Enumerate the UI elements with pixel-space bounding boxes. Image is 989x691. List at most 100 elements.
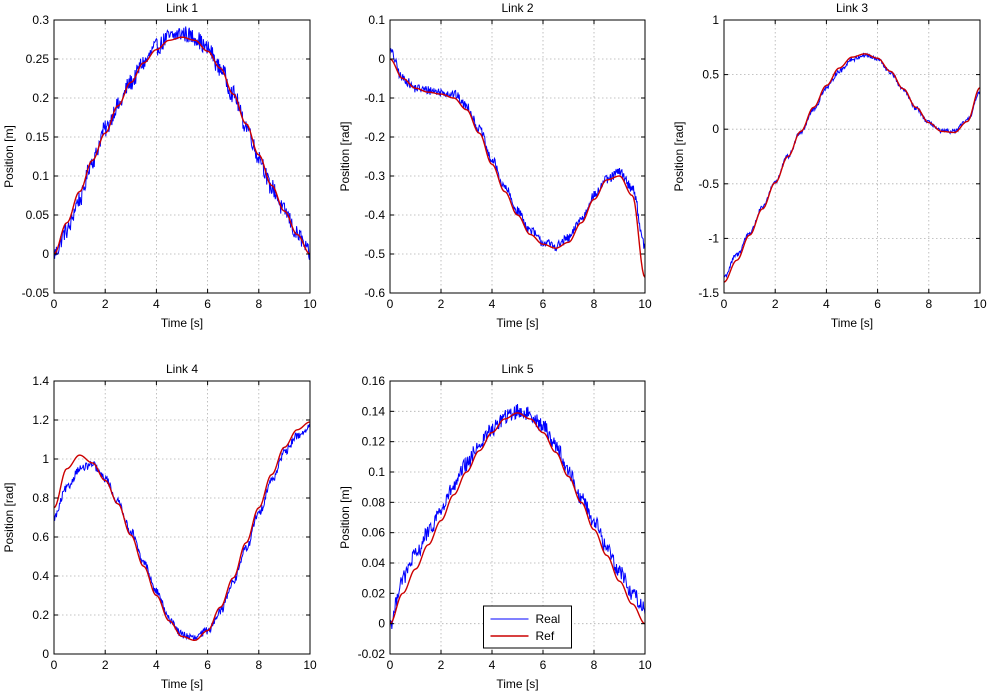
y-axis-label: Position [rad] <box>338 121 352 191</box>
y-tick-label: 0.08 <box>362 495 386 509</box>
series-line-ref <box>724 53 980 283</box>
y-tick-label: 0.4 <box>32 569 49 583</box>
x-tick-label: 0 <box>387 297 394 311</box>
plot-area <box>390 20 645 293</box>
y-tick-label: 0.25 <box>26 52 50 66</box>
subplot-2: 0 2 4 6 8 10 -0.6 -0.5 -0.4 -0.3 -0.2 -0.1 0 0.1 Link … <box>338 1 652 330</box>
y-tick-label: 0 <box>712 122 719 136</box>
y-tick-label: 1.2 <box>32 413 49 427</box>
y-tick-label: 0.14 <box>362 404 386 418</box>
y-tick-label: 0.1 <box>368 13 385 27</box>
x-tick-label: 8 <box>591 297 598 311</box>
y-tick-label: 0.2 <box>32 608 49 622</box>
x-tick-label: 4 <box>823 297 830 311</box>
x-axis-label: Time [s] <box>831 316 873 330</box>
y-tick-label: -0.5 <box>364 247 385 261</box>
x-tick-label: 6 <box>540 297 547 311</box>
x-tick-label: 4 <box>489 297 496 311</box>
y-tick-label: 0.5 <box>702 68 719 82</box>
series-line-real <box>54 423 310 642</box>
y-tick-label: -0.1 <box>364 91 385 105</box>
x-tick-label: 0 <box>387 658 394 672</box>
y-tick-label: -0.5 <box>698 177 719 191</box>
x-tick-label: 0 <box>51 297 58 311</box>
x-tick-label: 2 <box>438 658 445 672</box>
y-tick-label: 0 <box>378 52 385 66</box>
y-tick-label: 0.6 <box>32 530 49 544</box>
y-tick-label: -0.02 <box>358 647 386 661</box>
x-tick-label: 4 <box>153 658 160 672</box>
y-tick-label: 1.4 <box>32 374 49 388</box>
x-tick-label: 4 <box>153 297 160 311</box>
x-tick-label: 10 <box>973 297 987 311</box>
x-tick-label: 8 <box>591 658 598 672</box>
x-axis-label: Time [s] <box>161 677 203 691</box>
y-tick-label: 0 <box>42 647 49 661</box>
y-tick-label: 0.05 <box>26 208 50 222</box>
x-axis-label: Time [s] <box>496 677 538 691</box>
x-tick-label: 2 <box>772 297 779 311</box>
x-axis-label: Time [s] <box>161 316 203 330</box>
y-tick-label: 0.06 <box>362 526 386 540</box>
axes-box <box>389 380 646 655</box>
y-tick-label: 0 <box>42 247 49 261</box>
x-tick-label: 2 <box>102 297 109 311</box>
y-axis-label: Position [rad] <box>2 482 16 552</box>
y-tick-label: 0.1 <box>368 465 385 479</box>
x-tick-label: 10 <box>638 297 652 311</box>
x-tick-label: 0 <box>721 297 728 311</box>
y-tick-label: -0.6 <box>364 286 385 300</box>
x-tick-label: 6 <box>874 297 881 311</box>
x-tick-label: 2 <box>438 297 445 311</box>
chart-title: Link 4 <box>166 362 198 376</box>
y-tick-label: 0.02 <box>362 586 386 600</box>
y-tick-label: -1 <box>708 231 719 245</box>
x-tick-label: 4 <box>489 658 496 672</box>
plot-area <box>54 381 310 654</box>
axes-box <box>53 19 311 294</box>
y-tick-label: 0.8 <box>32 491 49 505</box>
x-tick-label: 6 <box>540 658 547 672</box>
x-tick-label: 6 <box>204 658 211 672</box>
y-tick-label: 0.12 <box>362 435 386 449</box>
y-tick-label: 0.04 <box>362 556 386 570</box>
chart-title: Link 1 <box>166 1 198 15</box>
axes-box <box>53 380 311 655</box>
y-tick-label: 0.16 <box>362 374 386 388</box>
y-tick-label: 1 <box>712 13 719 27</box>
y-axis-label: Position [m] <box>2 125 16 188</box>
y-tick-label: -1.5 <box>698 286 719 300</box>
subplot-5: 0 2 4 6 8 10-0.0200.020.040.060.080.10.120.14… <box>338 362 652 691</box>
series-line-real <box>390 404 645 629</box>
series-line-ref <box>54 421 310 642</box>
x-tick-label: 10 <box>303 297 317 311</box>
y-tick-label: -0.05 <box>22 286 50 300</box>
subplot-3: 0 2 4 6 8 10 -1.5 -1 -0.5 0 0.5 1 Link 3 Time [s] Posi… <box>672 1 987 330</box>
y-tick-label: -0.3 <box>364 169 385 183</box>
x-tick-label: 6 <box>204 297 211 311</box>
plot-area <box>54 20 310 293</box>
x-tick-label: 8 <box>255 658 262 672</box>
x-tick-label: 8 <box>925 297 932 311</box>
chart-title: Link 5 <box>501 362 533 376</box>
y-tick-label: -0.2 <box>364 130 385 144</box>
y-tick-label: 0 <box>378 617 385 631</box>
x-tick-label: 8 <box>255 297 262 311</box>
series-line-ref <box>390 412 645 625</box>
plot-area <box>724 20 980 293</box>
y-axis-label: Position [m] <box>338 486 352 549</box>
y-tick-label: 1 <box>42 452 49 466</box>
x-tick-label: 10 <box>638 658 652 672</box>
axes-box <box>723 19 981 294</box>
legend-box <box>483 605 572 649</box>
x-tick-label: 0 <box>51 658 58 672</box>
x-axis-label: Time [s] <box>496 316 538 330</box>
y-tick-label: 0.15 <box>26 130 50 144</box>
y-tick-label: -0.4 <box>364 208 385 222</box>
series-line-ref <box>54 36 310 255</box>
legend-label-ref: Ref <box>536 629 555 643</box>
series-line-ref <box>390 58 645 278</box>
x-tick-label: 2 <box>102 658 109 672</box>
chart-title: Link 2 <box>501 1 533 15</box>
